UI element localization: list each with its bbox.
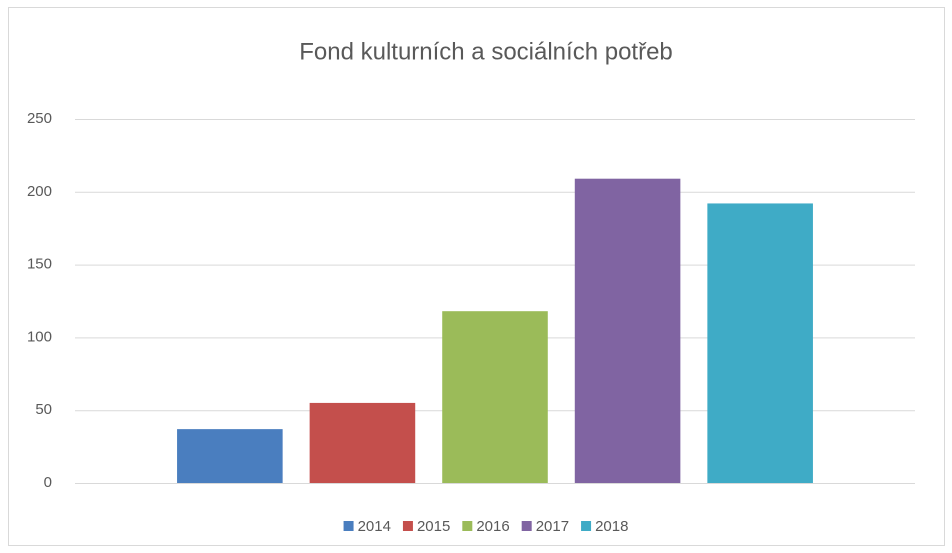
y-tick-label: 50 (35, 401, 52, 418)
y-tick-label: 0 (44, 474, 52, 491)
legend-swatch (402, 521, 413, 531)
bar (574, 178, 681, 484)
legend-label: 2014 (358, 518, 391, 535)
bar (707, 203, 813, 483)
legend-label: 2017 (536, 518, 569, 535)
bar (177, 429, 283, 483)
y-tick-label: 100 (27, 328, 52, 345)
legend-label: 2018 (595, 518, 628, 535)
y-tick-label: 200 (27, 183, 52, 200)
legend-label: 2015 (417, 518, 450, 535)
y-tick-label: 250 (27, 110, 52, 127)
bar (309, 402, 416, 483)
y-tick-label: 150 (27, 256, 52, 273)
bar (442, 311, 548, 483)
legend-swatch (343, 521, 354, 531)
legend-label: 2016 (476, 518, 509, 535)
legend-swatch (462, 521, 473, 531)
chart-title: Fond kulturních a sociálních potřeb (299, 38, 673, 65)
legend-swatch (521, 521, 532, 531)
legend-swatch (581, 521, 592, 531)
